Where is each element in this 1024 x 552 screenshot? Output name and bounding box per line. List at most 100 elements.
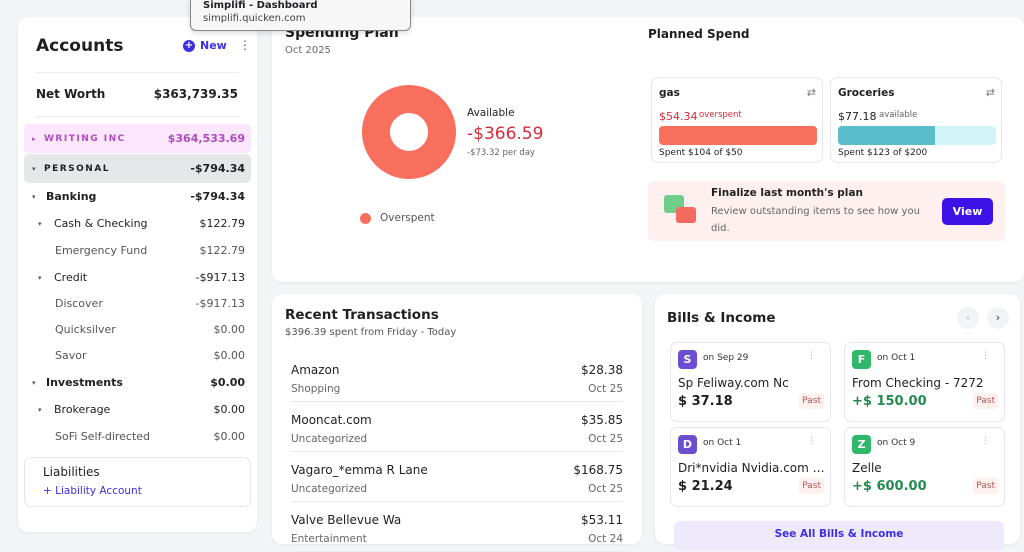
bill-name: Sp Feliway.com Nc xyxy=(678,376,789,390)
prev-button[interactable]: ‹ xyxy=(957,307,979,329)
transaction-row[interactable]: Mooncat.com Uncategorized $35.85 Oct 25 xyxy=(291,402,623,452)
per-day-amount: -$73.32 per day xyxy=(467,148,535,158)
account-row-savor[interactable]: Savor $0.00 xyxy=(24,342,251,369)
add-liability-link[interactable]: + Liability Account xyxy=(43,485,142,497)
liabilities-label: Liabilities xyxy=(43,465,100,479)
account-group-writing-inc[interactable]: ▸ WRITING INC $364,533.69 xyxy=(24,124,251,153)
finalize-text: Review outstanding items to see how you … xyxy=(711,206,920,234)
category-amount: $77.18 xyxy=(838,110,877,123)
account-group-personal[interactable]: ▾ PERSONAL -$794.34 xyxy=(24,154,251,183)
row-value: $0.00 xyxy=(213,403,246,416)
net-worth-value: $363,739.35 xyxy=(153,87,238,101)
more-options-icon[interactable]: ⋮ xyxy=(981,351,990,361)
new-account-button[interactable]: + New xyxy=(183,39,227,52)
caret-right-icon: ▸ xyxy=(32,134,38,143)
tooltip-url: simplifi.quicken.com xyxy=(203,13,306,24)
row-value: -$917.13 xyxy=(195,271,245,284)
payee-avatar: Z xyxy=(852,435,871,454)
status-badge: Past xyxy=(973,393,998,409)
category-name: gas xyxy=(659,87,680,99)
caret-down-icon: ▾ xyxy=(38,405,42,414)
caret-down-icon: ▾ xyxy=(32,164,38,173)
bill-date: on Oct 9 xyxy=(877,438,916,448)
next-button[interactable]: › xyxy=(987,307,1009,329)
bill-card[interactable]: F on Oct 1 ⋮ From Checking - 7272 +$ 150… xyxy=(844,342,1005,422)
bill-card[interactable]: Z on Oct 9 ⋮ Zelle +$ 600.00 Past xyxy=(844,427,1005,507)
planned-spend-title: Planned Spend xyxy=(648,27,750,41)
transaction-amount: $168.75 xyxy=(573,463,623,477)
account-row-banking[interactable]: ▾ Banking -$794.34 xyxy=(24,183,251,210)
divider xyxy=(36,72,239,73)
row-value: -$917.13 xyxy=(195,297,245,310)
transaction-name: Amazon xyxy=(291,363,340,377)
row-label: Cash & Checking xyxy=(54,217,148,230)
account-row-cash-checking[interactable]: ▾ Cash & Checking $122.79 xyxy=(24,210,251,237)
tooltip-title: Simplifi - Dashboard xyxy=(203,0,318,11)
transaction-date: Oct 25 xyxy=(588,433,623,445)
view-button[interactable]: View xyxy=(942,198,993,225)
account-row-sofi[interactable]: SoFi Self-directed $0.00 xyxy=(24,423,251,450)
row-label: Discover xyxy=(55,297,103,310)
transaction-category: Uncategorized xyxy=(291,483,368,495)
transaction-name: Mooncat.com xyxy=(291,413,372,427)
bill-date: on Sep 29 xyxy=(703,353,749,363)
transaction-row[interactable]: Vagaro_*emma R Lane Uncategorized $168.7… xyxy=(291,452,623,502)
category-card-groceries[interactable]: Groceries ⇄ $77.18 available Spent $123 … xyxy=(830,77,1002,163)
repeat-icon[interactable]: ⇄ xyxy=(806,86,816,99)
bill-card[interactable]: S on Sep 29 ⋮ Sp Feliway.com Nc $ 37.18 … xyxy=(670,342,831,422)
bill-date: on Oct 1 xyxy=(877,353,916,363)
account-row-discover[interactable]: Discover -$917.13 xyxy=(24,290,251,317)
more-options-icon[interactable]: ⋮ xyxy=(981,436,990,446)
category-progress-bar xyxy=(659,126,817,145)
new-label: New xyxy=(200,39,227,52)
category-card-gas[interactable]: gas ⇄ $54.34 overspent Spent $104 of $50 xyxy=(651,77,823,163)
row-label: WRITING INC xyxy=(44,133,126,144)
progress-fill xyxy=(838,126,936,145)
plan-month: Oct 2025 xyxy=(285,45,331,56)
more-options-icon[interactable]: ⋮ xyxy=(807,351,816,361)
recent-transactions-card: Recent Transactions $396.39 spent from F… xyxy=(272,294,642,552)
row-label: SoFi Self-directed xyxy=(55,430,151,443)
bill-name: From Checking - 7272 xyxy=(852,376,984,390)
category-amount: $54.34 xyxy=(659,110,698,123)
row-value: $364,533.69 xyxy=(167,132,245,145)
row-value: $122.79 xyxy=(199,217,246,230)
more-options-icon[interactable]: ⋮ xyxy=(807,436,816,446)
category-name: Groceries xyxy=(838,87,895,99)
finalize-minus-icon xyxy=(676,207,696,223)
status-badge: Past xyxy=(799,478,824,494)
progress-fill xyxy=(659,126,817,145)
see-all-bills-button[interactable]: See All Bills & Income xyxy=(674,521,1004,551)
transaction-row[interactable]: Amazon Shopping $28.38 Oct 25 xyxy=(291,352,623,402)
finalize-banner: Finalize last month's plan Review outsta… xyxy=(648,181,1005,241)
more-options-icon[interactable]: ⋮ xyxy=(239,38,251,52)
bills-title: Bills & Income xyxy=(667,310,776,326)
repeat-icon[interactable]: ⇄ xyxy=(985,86,995,99)
legend-overspent: Overspent xyxy=(380,212,435,224)
row-label: Quicksilver xyxy=(55,323,116,336)
transaction-row[interactable]: Valve Bellevue Wa Entertainment $53.11 O… xyxy=(291,502,623,552)
row-label: Brokerage xyxy=(54,403,111,416)
payee-avatar: F xyxy=(852,350,871,369)
payee-avatar: D xyxy=(678,435,697,454)
status-badge: Past xyxy=(973,478,998,494)
spending-plan-card: Spending Plan Oct 2025 Available -$366.5… xyxy=(272,17,1024,282)
bill-card[interactable]: D on Oct 1 ⋮ Dri*nvidia Nvidia.com M... … xyxy=(670,427,831,507)
row-value: -$794.34 xyxy=(190,162,245,175)
row-value: $0.00 xyxy=(213,323,246,336)
row-label: Emergency Fund xyxy=(55,244,148,257)
transaction-category: Shopping xyxy=(291,383,341,395)
transaction-category: Entertainment xyxy=(291,533,367,545)
account-row-credit[interactable]: ▾ Credit -$917.13 xyxy=(24,264,251,291)
account-row-emergency-fund[interactable]: Emergency Fund $122.79 xyxy=(24,237,251,264)
account-row-brokerage[interactable]: ▾ Brokerage $0.00 xyxy=(24,396,251,423)
account-row-quicksilver[interactable]: Quicksilver $0.00 xyxy=(24,316,251,343)
row-label: Credit xyxy=(54,271,88,284)
transactions-subtitle: $396.39 spent from Friday - Today xyxy=(285,327,457,338)
account-row-investments[interactable]: ▾ Investments $0.00 xyxy=(24,369,251,396)
transaction-date: Oct 25 xyxy=(588,383,623,395)
finalize-title: Finalize last month's plan xyxy=(711,187,863,199)
transaction-date: Oct 24 xyxy=(588,533,623,545)
row-label: Investments xyxy=(46,376,123,389)
bill-amount: $ 21.24 xyxy=(678,479,733,494)
